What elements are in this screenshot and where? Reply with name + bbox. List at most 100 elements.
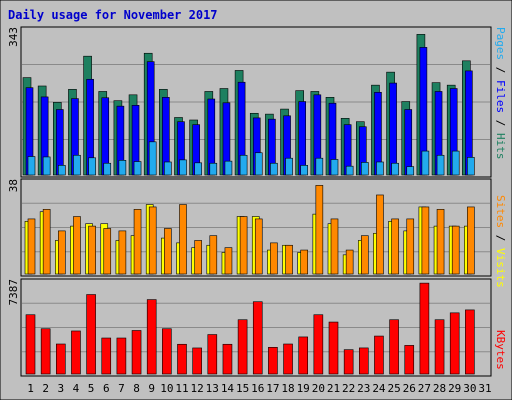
x-tick-label-16: 16 (251, 382, 264, 395)
pages-bar-19 (300, 165, 309, 176)
pages-bar-12 (194, 162, 202, 176)
x-tick-label-20: 20 (312, 382, 325, 395)
bars-group (22, 34, 475, 375)
x-tick-label-9: 9 (148, 382, 155, 395)
kbytes-bar-9 (146, 299, 157, 375)
sites-bar-2 (42, 209, 51, 275)
x-tick-label-24: 24 (372, 382, 386, 395)
kbytes-bar-22 (343, 349, 354, 375)
kbytes-bar-29 (449, 312, 460, 375)
sites-bar-29 (451, 225, 460, 275)
x-tick-label-12: 12 (191, 382, 204, 395)
sites-bar-25 (391, 218, 399, 275)
visits-label: Visits (494, 248, 507, 288)
sites-bar-10 (164, 228, 172, 275)
x-axis-ticks: 1 2 3 4 5 6 7 8 9 10 11 12 13 14 15 16 17 18 19 20 21 22 23 24 2… (27, 382, 491, 395)
sites-bar-18 (285, 244, 293, 275)
kbytes-bar-11 (177, 343, 187, 375)
pages-bar-21 (330, 159, 339, 176)
x-tick-label-10: 10 (160, 382, 173, 395)
x-tick-label-23: 23 (357, 382, 370, 395)
sites-bar-8 (133, 209, 142, 275)
pages-bar-29 (451, 150, 460, 176)
sites-bar-23 (360, 235, 369, 275)
bottom-panel-max-label: 7387 (7, 279, 20, 306)
top-separator-2: / (494, 120, 507, 127)
middle-separator: / (494, 235, 507, 242)
kbytes-bar-10 (162, 328, 172, 375)
x-tick-label-2: 2 (42, 382, 49, 395)
chart-title: Daily usage for November 2017 (8, 8, 218, 22)
sites-bar-30 (467, 206, 475, 275)
kbytes-bar-16 (252, 301, 263, 375)
kbytes-bar-3 (55, 343, 66, 375)
x-tick-label-14: 14 (221, 382, 235, 395)
pages-bar-3 (57, 165, 66, 176)
x-tick-label-22: 22 (342, 382, 355, 395)
x-tick-label-1: 1 (27, 382, 34, 395)
kbytes-bar-18 (283, 343, 293, 375)
sites-bar-5 (88, 225, 96, 275)
kbytes-bar-21 (328, 321, 339, 375)
x-tick-label-5: 5 (88, 382, 95, 395)
kbytes-bar-28 (434, 319, 445, 375)
sites-bar-12 (194, 240, 202, 275)
x-tick-label-7: 7 (118, 382, 125, 395)
kbytes-bar-23 (358, 347, 369, 375)
pages-bar-11 (179, 159, 187, 176)
kbytes-bar-14 (222, 343, 233, 375)
files-bar-26 (404, 109, 413, 176)
sites-bar-28 (436, 209, 445, 275)
pages-label: Pages (494, 27, 507, 60)
sites-bar-14 (224, 247, 233, 275)
kbytes-label: KBytes (494, 330, 507, 370)
x-tick-label-27: 27 (418, 382, 431, 395)
kbytes-bar-13 (207, 334, 218, 375)
x-tick-label-18: 18 (281, 382, 294, 395)
pages-bar-8 (133, 161, 142, 176)
sites-bar-13 (209, 235, 218, 275)
pages-bar-25 (391, 162, 399, 176)
kbytes-bar-19 (298, 336, 309, 375)
pages-bar-9 (148, 141, 157, 176)
files-bar-25 (389, 82, 397, 176)
kbytes-bar-15 (237, 319, 248, 375)
kbytes-bar-17 (268, 347, 278, 375)
pages-bar-2 (42, 156, 51, 176)
sites-bar-3 (57, 230, 66, 275)
middle-side-label: Sites / Visits (494, 195, 507, 288)
sites-bar-27 (421, 206, 430, 275)
pages-bar-23 (360, 162, 369, 176)
pages-bar-28 (436, 154, 445, 176)
pages-bar-10 (164, 161, 172, 176)
sites-bar-7 (118, 230, 127, 275)
kbytes-bar-24 (374, 335, 384, 375)
pages-bar-24 (376, 161, 384, 176)
files-bar-19 (298, 101, 307, 176)
x-tick-label-21: 21 (327, 382, 340, 395)
pages-bar-7 (118, 160, 127, 176)
sites-bar-24 (376, 194, 384, 275)
top-panel-max-label: 343 (7, 27, 20, 47)
x-tick-label-28: 28 (433, 382, 446, 395)
kbytes-bar-20 (313, 314, 324, 375)
top-separator-1: / (494, 67, 507, 74)
pages-bar-5 (88, 157, 96, 176)
pages-bar-22 (345, 165, 354, 176)
x-tick-label-6: 6 (103, 382, 110, 395)
x-tick-label-13: 13 (206, 382, 219, 395)
pages-bar-17 (270, 162, 278, 176)
kbytes-bar-30 (465, 309, 475, 375)
kbytes-bar-5 (86, 294, 96, 375)
x-tick-label-4: 4 (73, 382, 80, 395)
sites-bar-9 (148, 206, 157, 275)
top-side-label: Pages / Files / Hits (494, 27, 507, 160)
middle-panel-max-label: 38 (7, 179, 20, 192)
x-tick-label-17: 17 (266, 382, 279, 395)
sites-bar-26 (406, 218, 415, 275)
kbytes-bar-1 (25, 314, 36, 375)
pages-bar-30 (467, 157, 475, 176)
x-tick-label-25: 25 (387, 382, 400, 395)
pages-bar-15 (239, 154, 248, 176)
x-tick-label-15: 15 (236, 382, 249, 395)
